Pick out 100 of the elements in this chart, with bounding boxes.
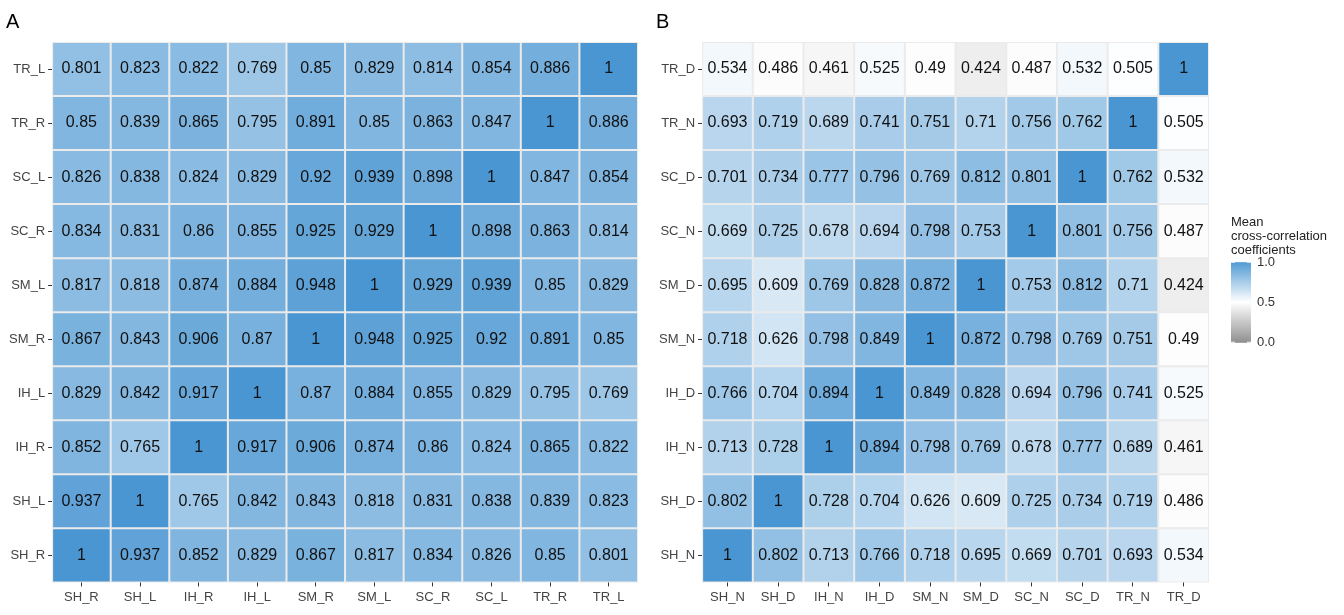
data-label: 0.814 xyxy=(588,221,629,239)
data-label: 0.891 xyxy=(295,113,336,131)
data-label: 0.751 xyxy=(910,113,951,131)
y-tick-label: TR_D xyxy=(661,60,696,76)
data-label: 0.669 xyxy=(707,221,748,239)
data-label: 0.838 xyxy=(119,167,161,185)
data-label: 0.777 xyxy=(1062,437,1103,455)
data-label: 0.874 xyxy=(178,275,219,293)
data-label: 0.769 xyxy=(910,167,951,185)
y-tick-label: SM_D xyxy=(658,276,696,292)
data-label: 0.925 xyxy=(412,329,454,347)
data-label: 0.762 xyxy=(1062,113,1103,131)
data-label: 0.798 xyxy=(910,437,951,455)
x-tick-label: TR_N xyxy=(1115,588,1150,604)
data-label: 0.769 xyxy=(237,59,278,77)
data-label: 0.937 xyxy=(61,491,102,509)
data-label: 0.801 xyxy=(1062,221,1103,239)
data-label: 0.718 xyxy=(910,545,951,563)
x-tick-label: SC_R xyxy=(415,588,451,604)
data-label: 1 xyxy=(723,545,733,563)
data-label: 0.86 xyxy=(183,221,215,239)
data-label: 0.865 xyxy=(178,113,219,131)
data-label: 0.86 xyxy=(417,437,449,455)
data-label: 0.725 xyxy=(1011,491,1052,509)
data-label: 0.898 xyxy=(412,167,454,185)
data-label: 0.817 xyxy=(61,275,102,293)
data-label: 0.765 xyxy=(119,437,161,455)
data-label: 0.838 xyxy=(471,491,512,509)
data-label: 0.843 xyxy=(295,491,336,509)
data-label: 0.801 xyxy=(1011,167,1052,185)
data-label: 0.769 xyxy=(588,383,629,401)
y-tick-label: SC_R xyxy=(10,222,46,238)
data-label: 0.741 xyxy=(1112,383,1154,401)
data-label: 1 xyxy=(976,275,986,293)
data-label: 0.49 xyxy=(914,59,946,77)
data-label: 0.85 xyxy=(65,113,98,131)
x-tick-label: SM_L xyxy=(357,588,392,604)
data-label: 0.85 xyxy=(534,275,566,293)
data-label: 0.801 xyxy=(588,545,629,563)
data-label: 0.728 xyxy=(758,437,799,455)
data-label: 0.734 xyxy=(1062,491,1103,509)
data-label: 1 xyxy=(194,437,204,455)
x-tick-label: SH_N xyxy=(710,588,745,604)
data-label: 0.87 xyxy=(300,383,332,401)
data-label: 0.769 xyxy=(1062,329,1103,347)
data-label: 0.917 xyxy=(178,383,219,401)
data-label: 0.718 xyxy=(707,329,748,347)
y-tick-label: TR_L xyxy=(13,60,46,76)
y-tick-label: IH_D xyxy=(665,384,696,400)
y-tick-label: SH_L xyxy=(12,492,46,508)
x-tick-label: TR_R xyxy=(533,588,568,604)
x-tick-label: IH_N xyxy=(814,588,844,604)
data-label: 0.71 xyxy=(965,113,997,131)
data-label: 0.824 xyxy=(471,437,512,455)
data-label: 1 xyxy=(824,437,834,455)
data-label: 0.777 xyxy=(808,167,849,185)
data-label: 0.534 xyxy=(707,59,748,77)
data-label: 0.829 xyxy=(588,275,629,293)
data-label: 0.461 xyxy=(1163,437,1204,455)
data-label: 0.822 xyxy=(178,59,219,77)
y-tick-label: IH_R xyxy=(15,438,46,454)
data-label: 0.725 xyxy=(758,221,799,239)
data-label: 0.756 xyxy=(1011,113,1052,131)
data-label: 1 xyxy=(311,329,321,347)
data-label: 0.486 xyxy=(1163,491,1204,509)
data-label: 1 xyxy=(252,383,262,401)
data-label: 0.865 xyxy=(530,437,571,455)
x-tick-label: IH_R xyxy=(183,588,214,604)
data-label: 0.818 xyxy=(354,491,395,509)
data-label: 0.532 xyxy=(1163,167,1204,185)
data-label: 0.822 xyxy=(588,437,629,455)
data-label: 0.769 xyxy=(808,275,849,293)
data-label: 0.505 xyxy=(1112,59,1154,77)
data-label: 0.532 xyxy=(1062,59,1103,77)
data-label: 0.854 xyxy=(471,59,512,77)
data-label: 0.852 xyxy=(178,545,219,563)
data-label: 0.831 xyxy=(412,491,454,509)
data-label: 0.849 xyxy=(910,383,951,401)
data-label: 0.693 xyxy=(1112,545,1154,563)
data-label: 0.695 xyxy=(707,275,748,293)
data-label: 0.834 xyxy=(61,221,102,239)
data-label: 0.669 xyxy=(1011,545,1052,563)
data-label: 0.826 xyxy=(61,167,102,185)
y-tick-label: SM_N xyxy=(658,330,696,346)
data-label: 0.678 xyxy=(808,221,849,239)
data-label: 0.829 xyxy=(61,383,102,401)
data-label: 0.929 xyxy=(354,221,395,239)
data-label: 1 xyxy=(135,491,145,509)
data-label: 0.939 xyxy=(471,275,512,293)
data-label: 0.847 xyxy=(471,113,512,131)
data-label: 0.834 xyxy=(412,545,454,563)
data-label: 0.886 xyxy=(530,59,571,77)
data-label: 0.937 xyxy=(119,545,161,563)
data-label: 1 xyxy=(1077,167,1087,185)
data-label: 0.863 xyxy=(412,113,454,131)
data-label: 1 xyxy=(76,545,86,563)
data-label: 0.609 xyxy=(758,275,799,293)
data-label: 0.704 xyxy=(859,491,900,509)
data-label: 0.704 xyxy=(758,383,799,401)
data-label: 0.689 xyxy=(1112,437,1154,455)
